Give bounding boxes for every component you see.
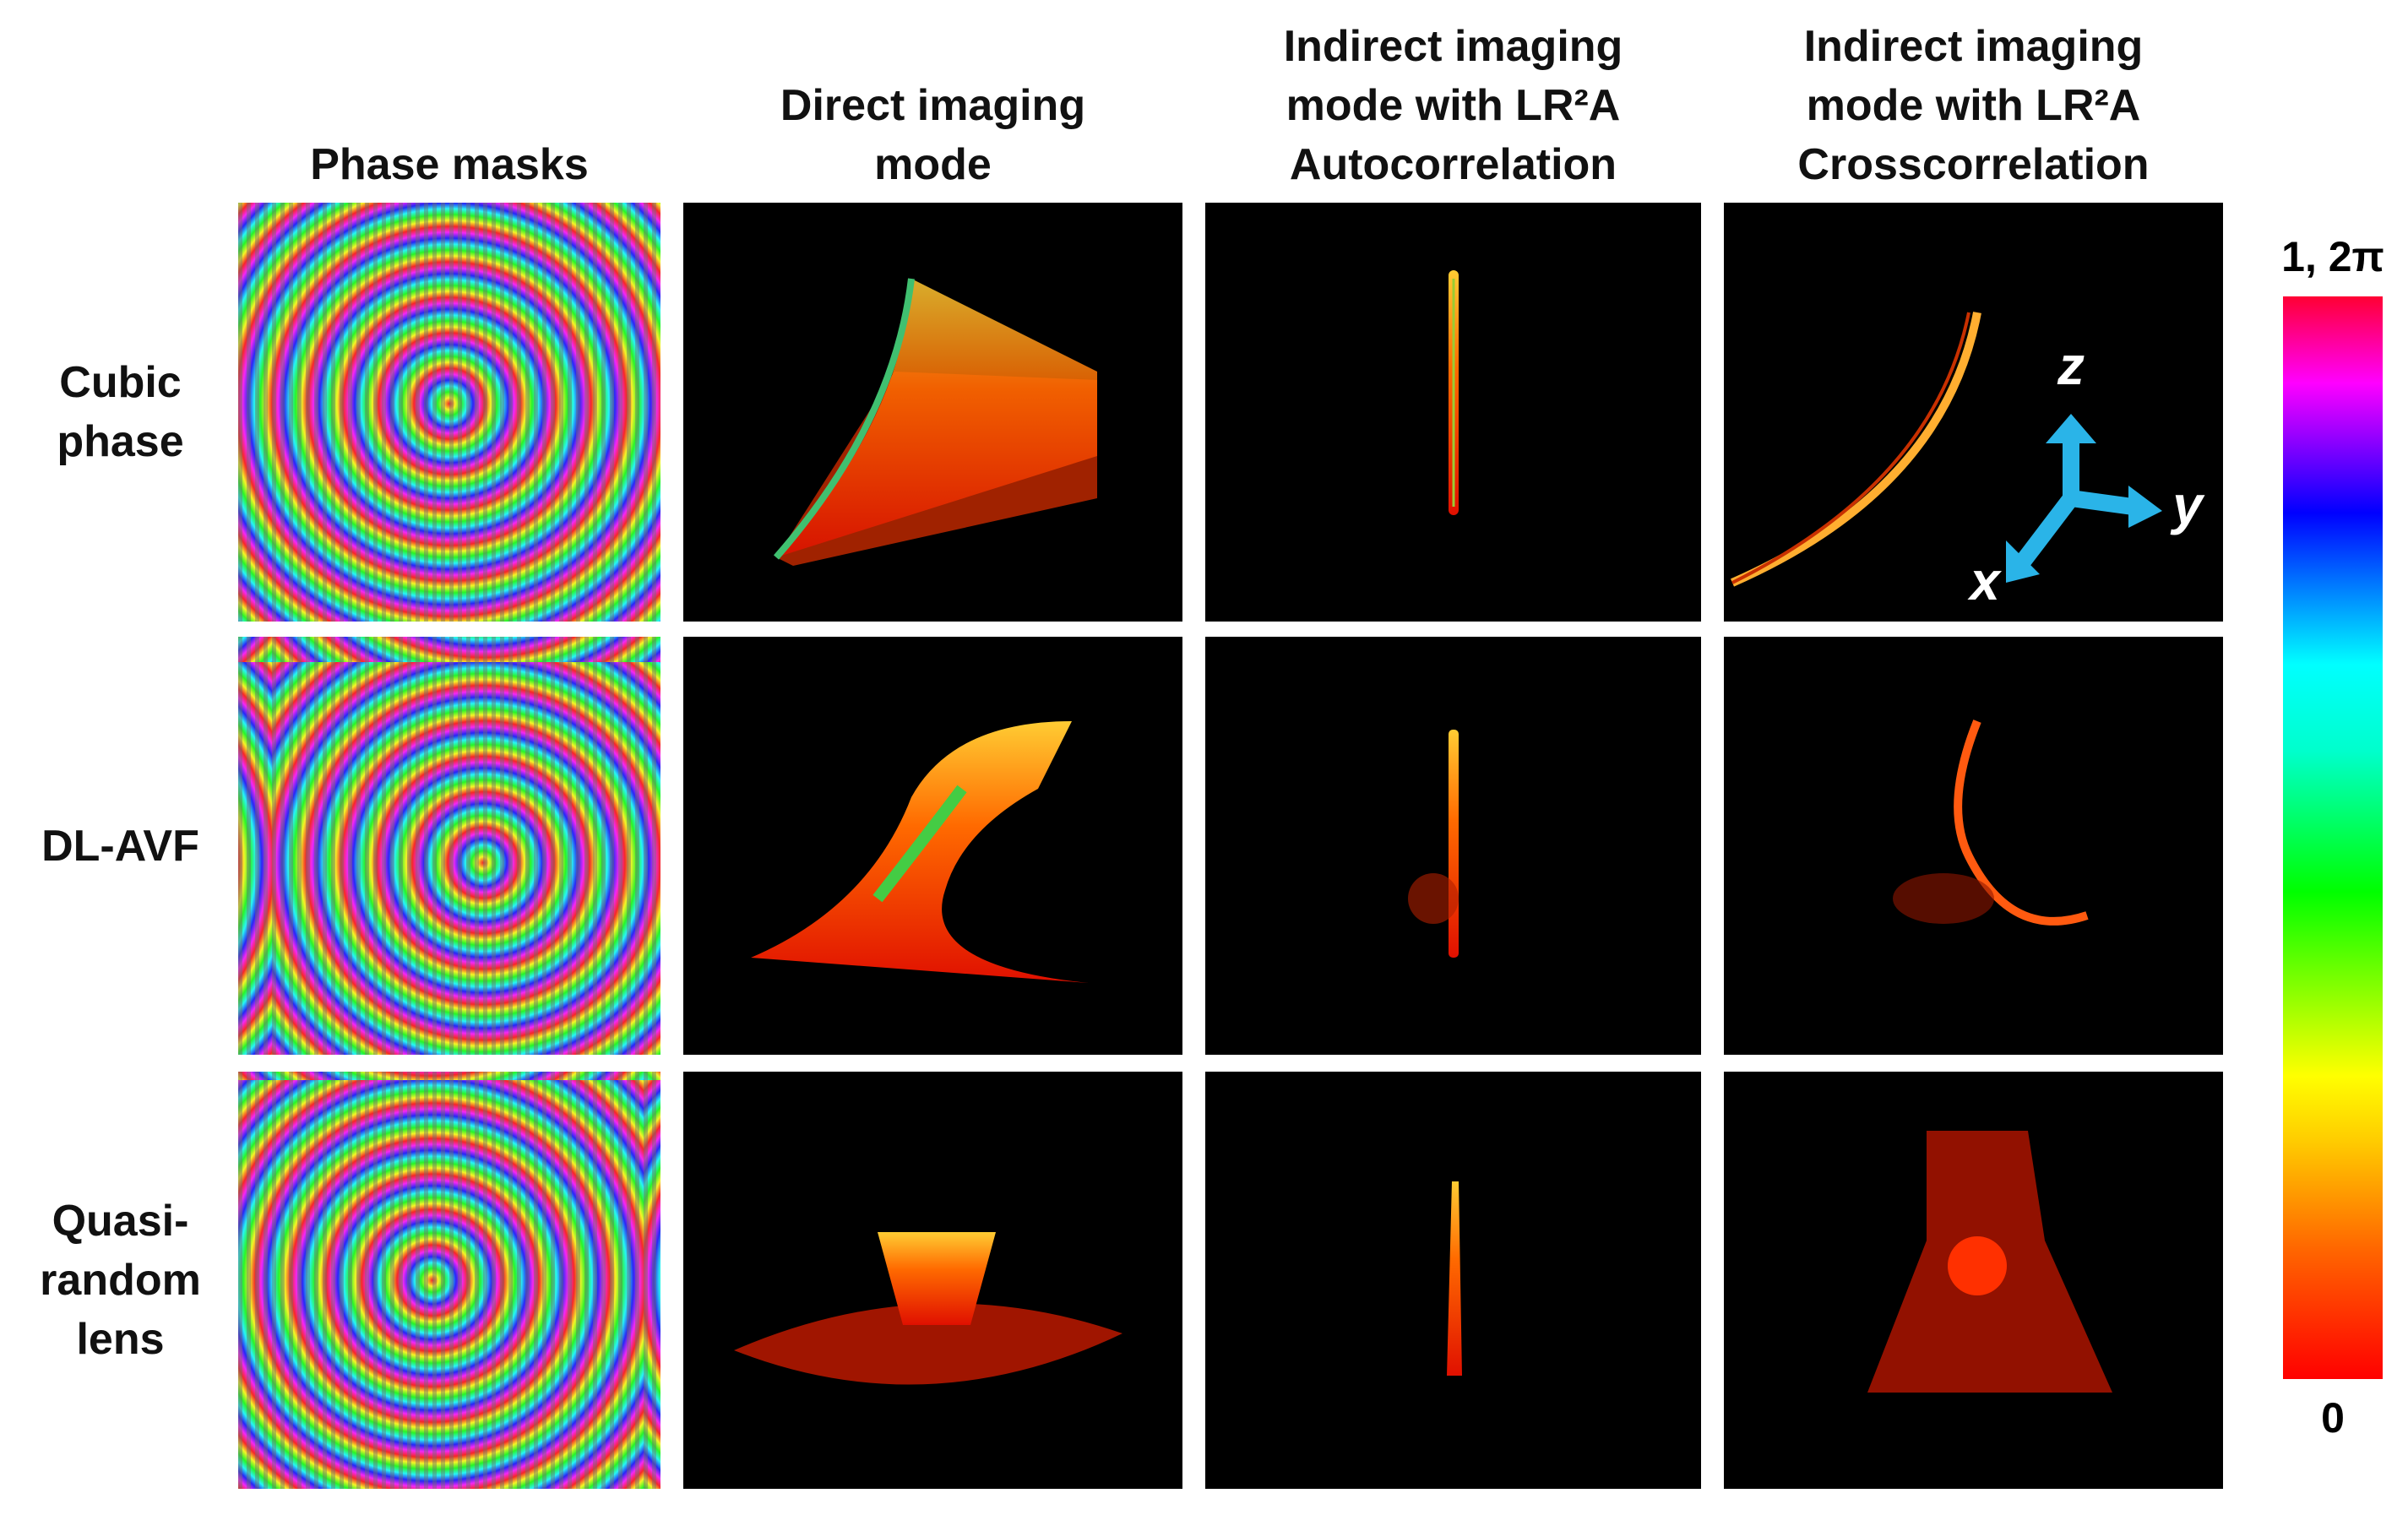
colorbar-min-label: 0: [2321, 1394, 2345, 1442]
text-line: Autocorrelation: [1289, 140, 1617, 189]
image-panel: [683, 637, 1182, 1055]
column-header: Direct imaging mode: [650, 13, 1216, 194]
text-line: Crosscorrelation: [1797, 140, 2150, 189]
text-line: DL-AVF: [41, 821, 199, 871]
phase-mask: [238, 203, 660, 622]
text-line: mode with LR²A: [1286, 81, 1621, 130]
text-line: mode: [874, 140, 992, 189]
row-label: Quasi-random lens: [8, 1072, 232, 1489]
image-panel: [1724, 203, 2223, 622]
illustration: [1867, 1131, 2112, 1393]
colorbar-max-label: 1, 2π: [2281, 233, 2384, 280]
illustration: [751, 721, 1089, 983]
phase-mask: [238, 1072, 660, 1489]
text-line: lens: [76, 1315, 165, 1364]
text-line: mode with LR²A: [1806, 81, 2141, 130]
phase-mask: [238, 637, 660, 1055]
text-line: random: [40, 1256, 201, 1305]
illustration: [734, 1232, 1122, 1385]
column-header: Indirect imaging mode with LR²A Autocorrel…: [1171, 13, 1735, 194]
image-panel: [683, 1072, 1182, 1489]
row-label: Cubic phase: [8, 203, 232, 622]
image-panel: [683, 203, 1182, 622]
row-label: DL-AVF: [8, 637, 232, 1055]
image-panel: [1724, 1072, 2223, 1489]
illustration: [1730, 312, 1981, 587]
text-line: Phase masks: [310, 140, 589, 189]
colorbar: [2283, 296, 2383, 1379]
text-line: Indirect imaging: [1803, 22, 2144, 71]
illustration: [773, 278, 1097, 566]
text-line: Quasi-: [52, 1197, 189, 1246]
column-header: Phase masks: [204, 13, 694, 194]
image-panel: [1205, 203, 1701, 622]
image-panel: [1205, 1072, 1701, 1489]
text-line: Direct imaging: [780, 81, 1086, 130]
text-line: Indirect imaging: [1283, 22, 1623, 71]
text-line: phase: [57, 417, 184, 466]
illustration: [1449, 270, 1459, 515]
text-line: Cubic: [59, 358, 182, 407]
image-panel: [1205, 637, 1701, 1055]
illustration: [1893, 719, 2089, 926]
column-header: Indirect imaging mode with LR²A Crosscorre…: [1690, 13, 2257, 194]
illustration: [1447, 1181, 1462, 1376]
illustration: [1408, 730, 1459, 958]
image-panel: [1724, 637, 2223, 1055]
